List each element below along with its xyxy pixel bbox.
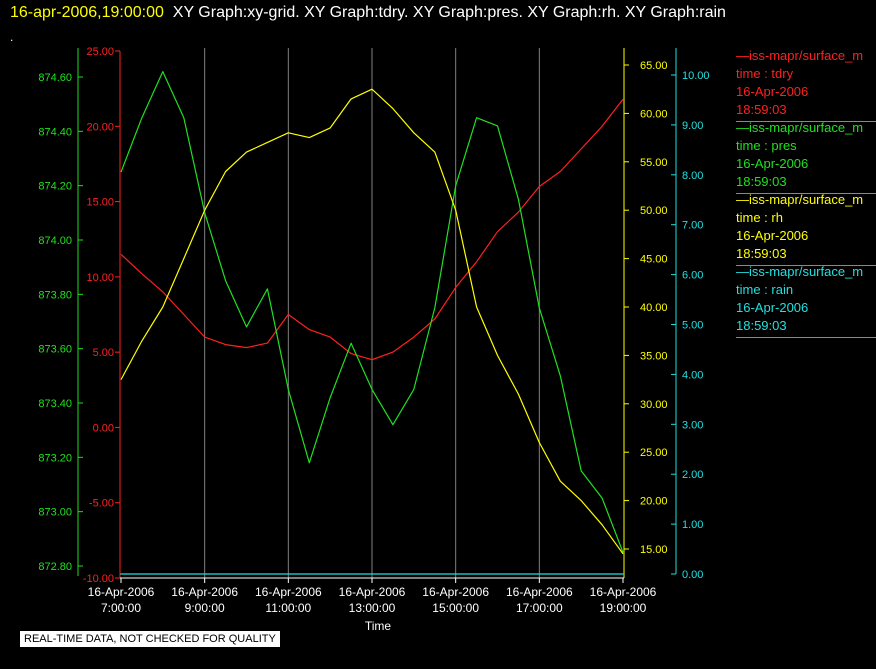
x-tick-time-label: 19:00:00 [600, 601, 647, 615]
rain-tick-label: 3.00 [682, 419, 703, 431]
title-timestamp: 16-apr-2006,19:00:00 [10, 4, 164, 21]
pres-tick-label: 873.40 [38, 398, 72, 410]
x-tick-date-label: 16-Apr-2006 [255, 585, 322, 599]
x-tick-time-label: 13:00:00 [349, 601, 396, 615]
pres-tick-label: 873.20 [38, 452, 72, 464]
rh-tick-label: 20.00 [640, 496, 668, 508]
legend-time: 18:59:03 [736, 246, 787, 261]
tdry-tick-label: 15.00 [86, 197, 114, 209]
dot-mark: . [10, 30, 14, 44]
rain-tick-label: 9.00 [682, 120, 703, 132]
x-tick-time-label: 17:00:00 [516, 601, 563, 615]
rain-tick-label: 10.00 [682, 70, 710, 82]
pres-tick-label: 873.60 [38, 344, 72, 356]
legend-field: time : rain [736, 282, 794, 297]
x-tick-time-label: 7:00:00 [101, 601, 141, 615]
legend-divider [736, 193, 876, 194]
pres-tick-label: 874.40 [38, 126, 72, 138]
rh-tick-label: 15.00 [640, 544, 668, 556]
title-graph-list: XY Graph:xy-grid. XY Graph:tdry. XY Grap… [172, 4, 726, 21]
tdry-tick-label: 5.00 [93, 347, 114, 359]
x-axis-title: Time [365, 619, 392, 633]
legend-date: 16-Apr-2006 [736, 156, 809, 171]
rh-tick-label: 25.00 [640, 447, 668, 459]
rh-tick-label: 50.00 [640, 205, 668, 217]
pres-tick-label: 874.20 [38, 181, 72, 193]
pres-tick-label: 874.00 [38, 235, 72, 247]
legend-divider [736, 121, 876, 122]
legend-date: 16-Apr-2006 [736, 228, 809, 243]
legend-source: —iss-mapr/surface_m [736, 192, 864, 207]
pres-series-line [120, 70, 624, 553]
x-tick-date-label: 16-Apr-2006 [590, 585, 657, 599]
legend-date: 16-Apr-2006 [736, 300, 809, 315]
rain-tick-label: 2.00 [682, 469, 703, 481]
legend-divider [736, 337, 876, 338]
tdry-tick-label: 0.00 [93, 422, 114, 434]
tdry-tick-label: -5.00 [89, 498, 114, 510]
rain-tick-label: 1.00 [682, 519, 703, 531]
rain-tick-label: 7.00 [682, 220, 703, 232]
legend-divider [736, 265, 876, 266]
tdry-tick-label: 10.00 [86, 272, 114, 284]
pres-tick-label: 874.60 [38, 72, 72, 84]
rain-tick-label: 8.00 [682, 170, 703, 182]
chart-title: 16-apr-2006,19:00:00 XY Graph:xy-grid. X… [10, 4, 726, 22]
rh-series-line [120, 88, 624, 555]
tdry-tick-label: 20.00 [86, 121, 114, 133]
pres-tick-label: 872.80 [38, 561, 72, 573]
tdry-tick-label: 25.00 [86, 46, 114, 58]
legend-field: time : rh [736, 210, 783, 225]
rh-tick-label: 30.00 [640, 399, 668, 411]
legend-field: time : pres [736, 138, 797, 153]
x-tick-time-label: 11:00:00 [265, 601, 311, 615]
legend-source: —iss-mapr/surface_m [736, 264, 864, 279]
rh-tick-label: 45.00 [640, 254, 668, 266]
rh-tick-label: 35.00 [640, 350, 668, 362]
tdry-tick-label: -10.00 [83, 573, 114, 585]
legend-source: —iss-mapr/surface_m [736, 120, 864, 135]
pres-tick-label: 873.00 [38, 507, 72, 519]
x-tick-date-label: 16-Apr-2006 [422, 585, 489, 599]
rh-tick-label: 65.00 [640, 60, 668, 72]
x-tick-date-label: 16-Apr-2006 [88, 585, 155, 599]
x-tick-time-label: 15:00:00 [432, 601, 479, 615]
x-tick-date-label: 16-Apr-2006 [339, 585, 406, 599]
rh-tick-label: 55.00 [640, 157, 668, 169]
quality-disclaimer: REAL-TIME DATA, NOT CHECKED FOR QUALITY [20, 631, 280, 647]
tdry-series-line [120, 98, 624, 361]
legend-source: —iss-mapr/surface_m [736, 48, 864, 63]
rh-tick-label: 60.00 [640, 108, 668, 120]
legend-date: 16-Apr-2006 [736, 84, 809, 99]
legend-field: time : tdry [736, 66, 794, 81]
legend-time: 18:59:03 [736, 318, 787, 333]
x-tick-date-label: 16-Apr-2006 [171, 585, 238, 599]
rain-tick-label: 5.00 [682, 320, 703, 332]
pres-tick-label: 873.80 [38, 289, 72, 301]
x-tick-date-label: 16-Apr-2006 [506, 585, 573, 599]
rh-tick-label: 40.00 [640, 302, 668, 314]
rain-tick-label: 6.00 [682, 270, 703, 282]
rain-tick-label: 4.00 [682, 369, 703, 381]
legend-time: 18:59:03 [736, 174, 787, 189]
x-tick-time-label: 9:00:00 [185, 601, 225, 615]
rain-tick-label: 0.00 [682, 569, 703, 581]
legend-time: 18:59:03 [736, 102, 787, 117]
